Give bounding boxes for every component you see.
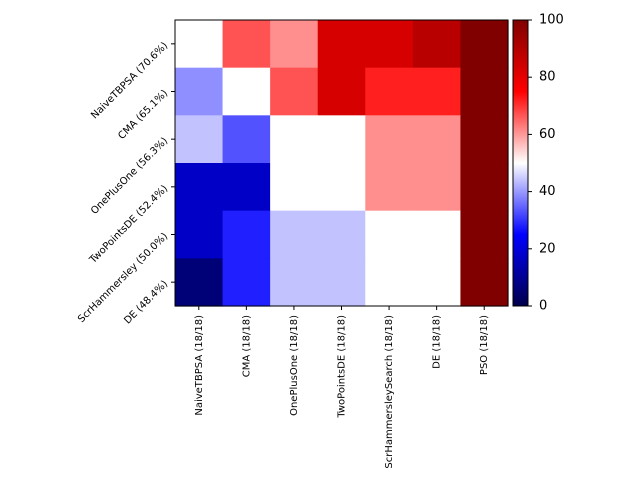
colorbar (512, 19, 529, 307)
heatmap-cell (270, 210, 319, 259)
heatmap-cell (365, 258, 414, 307)
heatmap-cell (460, 20, 509, 69)
heatmap-cell (365, 163, 414, 212)
heatmap-cell (222, 210, 271, 259)
heatmap-cell (175, 115, 224, 164)
y-tick-label: ScrHammersley (50.0%) (76, 231, 170, 325)
x-tick-label: DE (18/18) (432, 315, 443, 369)
y-tick-label: TwoPointsDE (52.4%) (87, 183, 170, 266)
heatmap-cell (412, 258, 462, 307)
heatmap-cell (460, 258, 509, 307)
colorbar-tick-label: 0 (539, 299, 547, 314)
heatmap-cell (270, 20, 319, 69)
heatmap-cell (460, 67, 509, 116)
heatmap-cell (412, 163, 462, 212)
heatmap-cell (175, 258, 224, 307)
heatmap-cell (317, 67, 366, 116)
heatmap-cell (317, 115, 366, 164)
heatmap-cell (175, 67, 224, 116)
colorbar-tick-label: 80 (539, 70, 556, 85)
heatmap-cell (222, 20, 271, 69)
heatmap-cell (175, 210, 224, 259)
x-axis: NaiveTBPSA (18/18) CMA (18/18) OnePlusOne … (194, 306, 490, 469)
heatmap-cell (222, 163, 271, 212)
heatmap-cell (460, 210, 509, 259)
heatmap-cell (175, 163, 224, 212)
x-tick-label: OnePlusOne (18/18) (289, 315, 300, 416)
heatmap-cell (317, 20, 366, 69)
heatmap-cell (270, 67, 319, 116)
heatmap-cells (175, 20, 509, 307)
heatmap-cell (412, 67, 462, 116)
x-tick-label: CMA (18/18) (241, 315, 252, 377)
heatmap-cell (412, 210, 462, 259)
heatmap-cell (412, 115, 462, 164)
heatmap-cell (365, 115, 414, 164)
heatmap-cell (317, 210, 366, 259)
x-tick-label: PSO (18/18) (479, 315, 490, 375)
heatmap-cell (317, 163, 366, 212)
heatmap-cell (365, 67, 414, 116)
heatmap-cell (270, 163, 319, 212)
heatmap-cell (460, 115, 509, 164)
heatmap-cell (270, 115, 319, 164)
y-tick-label: DE (48.4%) (122, 279, 170, 327)
heatmap-cell (460, 163, 509, 212)
heatmap-cell (222, 258, 271, 307)
heatmap-cell (365, 210, 414, 259)
heatmap-cell (270, 258, 319, 307)
y-axis: NaiveTBPSA (70.6%)CMA (65.1%)OnePlusOne … (76, 40, 175, 327)
x-tick-label: NaiveTBPSA (18/18) (194, 315, 205, 416)
heatmap-cell (317, 258, 366, 307)
heatmap-cell (412, 20, 462, 69)
colorbar-tick-label: 40 (539, 184, 556, 199)
heatmap-cell (222, 115, 271, 164)
heatmap-cell (222, 67, 271, 116)
colorbar-tick-label: 100 (539, 13, 564, 28)
y-tick-label: OnePlusOne (56.3%) (89, 136, 170, 217)
colorbar-tick-label: 60 (539, 127, 556, 142)
y-tick-label: CMA (65.1%) (116, 88, 170, 142)
x-tick-label: ScrHammersleySearch (18/18) (384, 315, 395, 469)
colorbar-axis: 0 20 40 60 80 100 (528, 13, 564, 314)
y-tick-label: NaiveTBPSA (70.6%) (89, 40, 170, 121)
heatmap-cell (175, 20, 224, 69)
heatmap-cell (365, 20, 414, 69)
colorbar-tick-label: 20 (539, 241, 556, 256)
x-tick-label: TwoPointsDE (18/18) (337, 315, 348, 419)
